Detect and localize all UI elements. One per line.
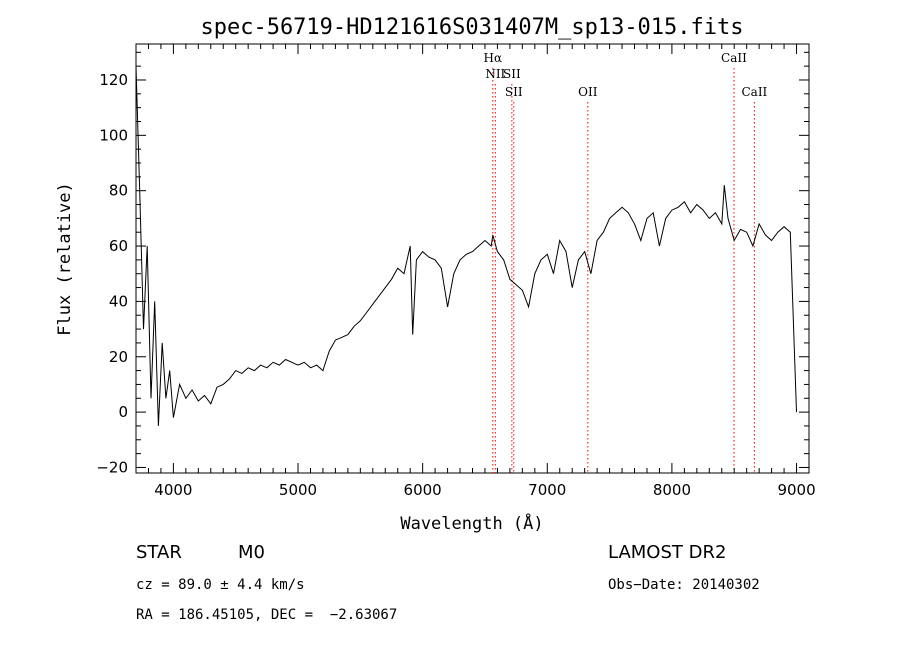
x-tick-label: 6000 bbox=[404, 481, 442, 499]
line-label-4: OII bbox=[578, 85, 598, 99]
ra-dec-coordinates: RA = 186.45105, DEC = −2.63067 bbox=[136, 607, 397, 623]
x-tick-label: 7000 bbox=[528, 481, 566, 499]
chart-title: spec-56719-HD121616S031407M_sp13-015.fit… bbox=[200, 15, 743, 40]
y-tick-label: −20 bbox=[96, 458, 128, 476]
y-tick-label: 100 bbox=[99, 126, 128, 144]
x-tick-label: 5000 bbox=[279, 481, 317, 499]
x-tick-label: 4000 bbox=[154, 481, 192, 499]
line-label-3: SII bbox=[505, 85, 523, 99]
spectrum-series-0 bbox=[135, 66, 797, 426]
y-axis-label: Flux (relative) bbox=[55, 182, 75, 336]
spectrum-line bbox=[135, 66, 797, 426]
y-tick-label: 120 bbox=[99, 71, 128, 89]
line-label-6: CaII bbox=[741, 85, 767, 99]
redshift-cz: cz = 89.0 ± 4.4 km/s bbox=[136, 577, 305, 593]
x-axis-label: Wavelength (Å) bbox=[400, 512, 543, 534]
y-tick-label: 60 bbox=[109, 237, 128, 255]
y-tick-label: 20 bbox=[109, 348, 128, 366]
x-tick-label: 8000 bbox=[653, 481, 691, 499]
axis-ticks bbox=[136, 44, 809, 473]
obs-date: Obs−Date: 20140302 bbox=[608, 577, 760, 593]
survey-name: LAMOST DR2 bbox=[608, 542, 726, 563]
y-tick-label: 80 bbox=[109, 182, 128, 200]
x-tick-label: 9000 bbox=[777, 481, 815, 499]
line-label-1: NII bbox=[485, 67, 505, 81]
line-label-5: CaII bbox=[721, 51, 747, 65]
object-subclass: M0 bbox=[238, 542, 265, 563]
x-tick-labels: 4000 5000 6000 7000 8000 9000 bbox=[154, 481, 815, 499]
line-label-2: SII bbox=[503, 67, 521, 81]
y-tick-label: 0 bbox=[118, 403, 128, 421]
line-label-0: Hα bbox=[484, 51, 503, 65]
y-tick-label: 40 bbox=[109, 292, 128, 310]
object-class: STAR bbox=[136, 542, 182, 563]
plot-frame bbox=[135, 43, 810, 474]
y-tick-labels: −20 0 20 40 60 80 100 120 bbox=[96, 71, 128, 476]
